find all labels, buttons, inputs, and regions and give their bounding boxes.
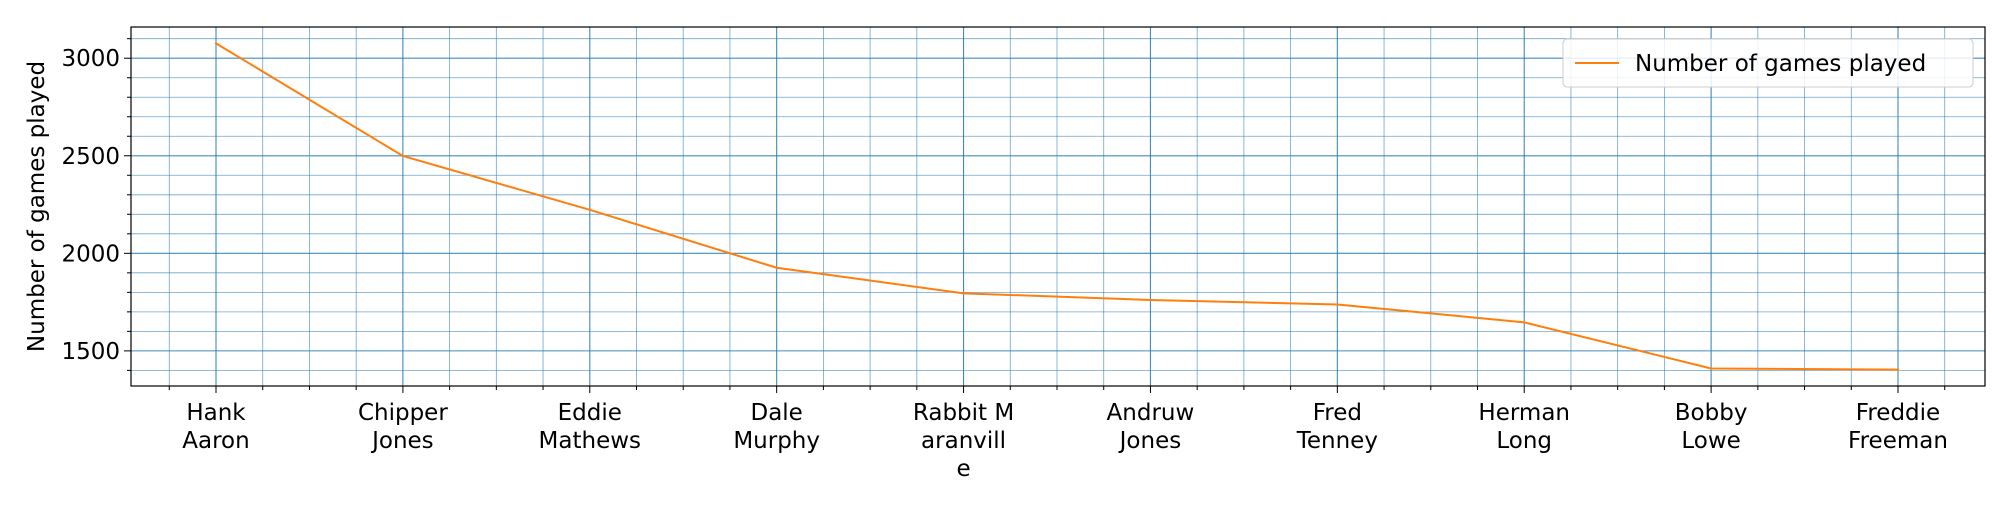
grid bbox=[131, 27, 1985, 386]
series-layer bbox=[214, 42, 1900, 371]
data-point bbox=[588, 208, 591, 212]
x-tick-label: Hank Aaron bbox=[182, 400, 249, 454]
y-axis-label: Number of games played bbox=[24, 61, 50, 352]
x-tick-label: Eddie Mathews bbox=[539, 400, 641, 454]
plot-border bbox=[130, 26, 1986, 387]
legend: Number of games played bbox=[1562, 38, 1974, 88]
data-point bbox=[1709, 367, 1713, 370]
legend-box bbox=[1562, 38, 1974, 88]
x-tick-label: Bobby Lowe bbox=[1675, 400, 1748, 454]
x-tick-label: Andruw Jones bbox=[1107, 400, 1195, 454]
x-tick-label: Dale Murphy bbox=[733, 400, 820, 454]
axis-ticks bbox=[124, 38, 1946, 393]
x-tick-label: Freddie Freeman bbox=[1848, 400, 1948, 454]
legend-label: Number of games played bbox=[1635, 51, 1926, 77]
y-tick-label: 2000 bbox=[61, 241, 120, 267]
data-point bbox=[1523, 321, 1526, 324]
x-tick-label: Chipper Jones bbox=[358, 400, 448, 454]
x-tick-label: Herman Long bbox=[1478, 400, 1570, 454]
data-point bbox=[1336, 303, 1339, 306]
data-point bbox=[1896, 368, 1900, 371]
data-point bbox=[1149, 298, 1152, 302]
x-tick-label: Fred Tenney bbox=[1296, 400, 1378, 454]
data-point bbox=[962, 292, 965, 295]
data-point bbox=[775, 266, 778, 269]
series-line bbox=[215, 42, 1899, 371]
data-point bbox=[401, 154, 405, 158]
y-tick-label: 3000 bbox=[61, 46, 120, 72]
y-tick-label: 2500 bbox=[61, 144, 120, 170]
plot-frame bbox=[130, 26, 1986, 387]
y-tick-label: 1500 bbox=[61, 339, 120, 365]
data-point bbox=[214, 42, 218, 45]
axis-labels: 1500 2000 2500 3000 Hank Aaron Chipper Jones Edd… bbox=[24, 46, 1948, 482]
